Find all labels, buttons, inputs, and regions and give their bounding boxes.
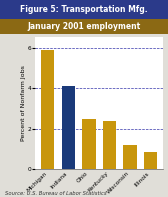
Bar	[41, 50, 54, 169]
Text: Source: U.S. Bureau of Labor Statistics: Source: U.S. Bureau of Labor Statistics	[5, 191, 107, 196]
Bar	[103, 121, 116, 169]
Bar	[123, 145, 137, 169]
Text: January 2001 employment: January 2001 employment	[27, 22, 141, 31]
Bar	[144, 152, 157, 169]
Bar	[62, 86, 75, 169]
Text: Figure 5: Transportation Mfg.: Figure 5: Transportation Mfg.	[20, 5, 148, 14]
Bar	[82, 119, 96, 169]
Y-axis label: Percent of Nonfarm Jobs: Percent of Nonfarm Jobs	[21, 65, 26, 141]
